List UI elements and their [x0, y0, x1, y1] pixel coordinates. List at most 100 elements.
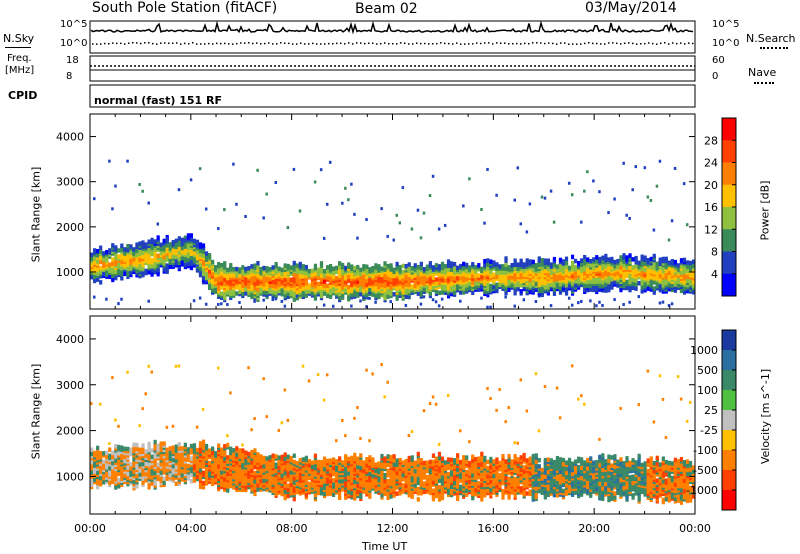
velocity-cell — [368, 471, 372, 477]
power-cell — [443, 223, 447, 227]
power-cell — [558, 267, 563, 273]
power-cell — [250, 284, 254, 289]
power-cell — [189, 233, 194, 238]
power-cell — [622, 161, 625, 165]
velocity-cell — [214, 451, 218, 456]
velocity-cell — [428, 402, 432, 406]
power-cell — [495, 193, 498, 197]
power-cell — [462, 204, 465, 208]
velocity-cell — [144, 449, 148, 454]
power-cell — [307, 283, 311, 288]
power-cell — [649, 279, 653, 284]
velocity-cell — [174, 465, 178, 470]
power-cell — [362, 282, 366, 287]
power-cell — [604, 278, 608, 283]
n-search-dot — [544, 42, 546, 45]
power-cell — [474, 265, 478, 270]
velocity-cell — [198, 441, 203, 446]
power-cell — [328, 268, 333, 273]
n-search-dot — [140, 42, 142, 45]
power-cell — [431, 298, 435, 302]
n-search-dot — [524, 42, 526, 45]
velocity-cell — [232, 448, 236, 453]
power-cell — [570, 303, 574, 307]
velocity-cell — [377, 461, 381, 466]
power-cell — [407, 276, 411, 282]
power-cell — [344, 273, 348, 279]
power-cell — [153, 247, 157, 252]
power-cell — [304, 271, 308, 276]
n-search-dot — [344, 43, 346, 45]
velocity-cell — [220, 464, 224, 469]
power-cell — [126, 159, 129, 163]
power-cell — [619, 265, 623, 270]
velocity-cell — [189, 472, 194, 478]
velocity-cell — [350, 476, 354, 481]
power-cell — [483, 289, 487, 294]
velocity-cell — [90, 402, 93, 406]
power-cell — [220, 271, 224, 276]
velocity-cell — [350, 466, 354, 471]
power-cell — [567, 296, 571, 300]
velocity-cell — [262, 464, 266, 469]
power-cell — [549, 262, 553, 267]
velocity-cell — [383, 472, 387, 478]
velocity-cell — [204, 443, 209, 449]
n-search-dot — [468, 43, 470, 45]
power-cell — [631, 257, 635, 262]
velocity-cell — [431, 459, 436, 465]
velocity-cell — [377, 477, 381, 483]
power-cell — [534, 281, 538, 286]
n-search-dot — [584, 42, 586, 45]
power-cell — [201, 261, 206, 267]
power-cell — [519, 258, 523, 264]
velocity-cell — [283, 388, 287, 392]
power-cell — [377, 276, 381, 281]
velocity-cell — [162, 466, 166, 471]
velocity-cell — [141, 443, 145, 448]
power-cell — [120, 271, 124, 277]
velocity-cell — [392, 462, 396, 467]
velocity-cell — [404, 483, 408, 489]
power-cell — [540, 286, 544, 291]
velocity-cell — [229, 450, 233, 456]
velocity-cell — [111, 376, 114, 380]
power-cell — [344, 186, 347, 190]
n-search-dot — [320, 43, 322, 45]
power-cell — [99, 259, 103, 265]
n-search-dot — [396, 43, 398, 45]
power-cell — [410, 284, 414, 289]
velocity-cell — [286, 454, 290, 460]
power-cell — [425, 286, 429, 292]
power-cell — [682, 257, 687, 263]
power-cell — [147, 247, 151, 253]
n-search-dot — [220, 42, 222, 45]
power-cell — [595, 267, 599, 272]
power-cell — [598, 265, 602, 270]
n-search-dot — [388, 42, 390, 45]
velocity-cell — [241, 443, 244, 447]
velocity-cell — [156, 462, 160, 467]
n-search-dot — [152, 42, 154, 45]
n-search-dot — [580, 43, 582, 45]
velocity-cell — [186, 476, 190, 481]
velocity-cell — [192, 453, 197, 459]
velocity-cell — [268, 475, 272, 481]
power-cell — [135, 242, 139, 247]
power-cell — [338, 261, 342, 266]
power-cell — [204, 207, 208, 211]
power-cell — [489, 305, 492, 309]
velocity-cell — [292, 488, 296, 494]
power-cell — [440, 277, 445, 283]
date-label: 03/May/2014 — [585, 0, 677, 16]
power-cell — [443, 264, 448, 269]
velocity-cell — [371, 457, 375, 462]
power-cell — [456, 265, 460, 271]
velocity-cell — [114, 443, 118, 449]
power-cell — [631, 273, 635, 278]
power-cell — [410, 266, 414, 271]
power-cell — [519, 222, 523, 226]
power-cell — [643, 255, 647, 260]
n-search-dot — [392, 42, 394, 45]
power-cell — [274, 261, 278, 267]
